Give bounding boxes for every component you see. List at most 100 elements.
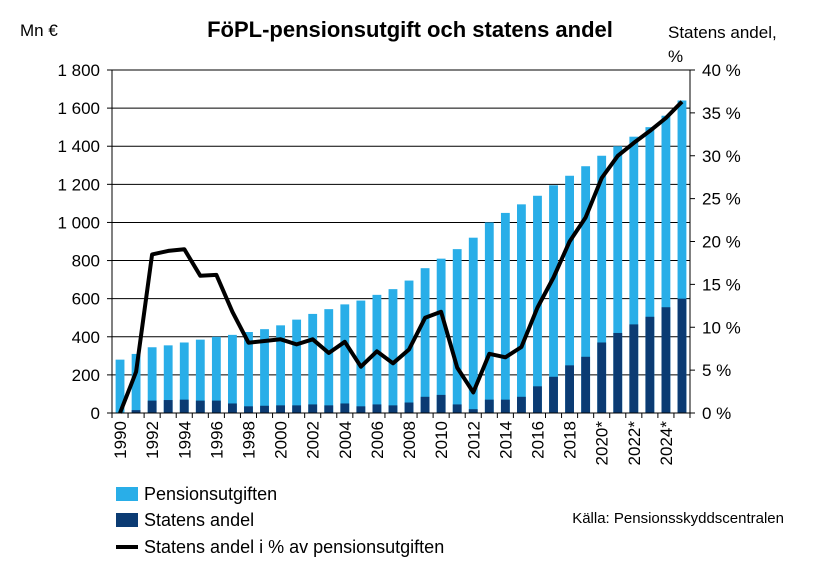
x-tick-label: 2014 xyxy=(496,421,515,459)
bar-pensionsutgiften xyxy=(179,342,189,413)
bar-pensionsutgiften xyxy=(340,304,350,413)
bar-statens-andel xyxy=(372,404,382,413)
right-axis-label-line1: Statens andel, xyxy=(668,23,777,42)
x-tick-label: 1998 xyxy=(239,421,258,459)
bar-statens-andel xyxy=(404,402,414,413)
axes xyxy=(107,69,695,418)
x-tick-label: 2004 xyxy=(336,421,355,459)
bar-pensionsutgiften xyxy=(565,175,574,413)
bar-pensionsutgiften xyxy=(356,300,366,413)
bar-pensionsutgiften xyxy=(420,268,430,413)
left-tick-label: 1 800 xyxy=(57,61,100,80)
gridlines xyxy=(112,69,690,376)
x-tick-label: 2008 xyxy=(400,421,419,459)
bar-pensionsutgiften xyxy=(613,146,623,413)
bar-statens-andel xyxy=(581,356,591,413)
bar-statens-andel xyxy=(436,394,446,413)
left-tick-label: 1 200 xyxy=(57,175,100,194)
bar-pensionsutgiften xyxy=(276,325,285,413)
bar-statens-andel xyxy=(163,400,173,413)
bar-statens-andel xyxy=(468,409,478,413)
bar-pensionsutgiften xyxy=(549,185,558,413)
bar-pensionsutgiften xyxy=(468,237,478,413)
bar-statens-andel xyxy=(292,405,302,413)
left-tick-label: 1 000 xyxy=(57,213,100,232)
legend-label-pensionsutgiften: Pensionsutgiften xyxy=(144,484,277,504)
bar-pensionsutgiften xyxy=(597,155,607,413)
x-tick-label: 1996 xyxy=(207,421,226,459)
bar-statens-andel xyxy=(533,386,542,413)
x-tick-label: 2010 xyxy=(432,421,451,459)
right-tick-label: 35 % xyxy=(702,104,741,123)
right-tick-label: 0 % xyxy=(702,404,731,423)
bar-statens-andel xyxy=(260,405,269,413)
x-tick-label: 2000 xyxy=(272,421,291,459)
legend-swatch-pensionsutgiften xyxy=(116,487,138,501)
bar-pensionsutgiften xyxy=(115,359,125,413)
bar-pensionsutgiften xyxy=(131,353,141,413)
left-tick-label: 1 600 xyxy=(57,99,100,118)
right-tick-label: 5 % xyxy=(702,361,731,380)
x-tick-label: 2012 xyxy=(464,421,483,459)
left-tick-label: 1 400 xyxy=(57,137,100,156)
bar-pensionsutgiften xyxy=(517,204,526,413)
bar-pensionsutgiften xyxy=(147,347,157,413)
bar-statens-andel xyxy=(324,405,334,413)
bar-pensionsutgiften xyxy=(228,334,237,413)
left-tick-label: 200 xyxy=(72,366,100,385)
bar-statens-andel xyxy=(677,298,687,413)
right-tick-label: 25 % xyxy=(702,190,741,209)
left-tick-labels: 1 800 1 600 1 400 1 200 1 000 800 600 400 200 0 xyxy=(57,61,100,423)
bar-pensionsutgiften xyxy=(484,222,494,413)
bar-pensionsutgiften xyxy=(677,100,687,413)
bar-pensionsutgiften xyxy=(195,339,205,413)
bar-pensionsutgiften xyxy=(308,313,318,413)
share-line xyxy=(118,100,684,414)
bar-statens-andel xyxy=(211,400,221,413)
bar-statens-andel xyxy=(228,403,237,413)
bar-statens-andel xyxy=(613,332,623,413)
bar-statens-andel xyxy=(500,399,510,413)
bar-statens-andel xyxy=(517,396,526,413)
bar-statens-andel xyxy=(565,365,574,413)
bar-pensionsutgiften xyxy=(661,115,671,413)
bar-pensionsutgiften xyxy=(500,212,510,413)
left-tick-label: 600 xyxy=(72,290,100,309)
left-axis-label: Mn € xyxy=(20,21,58,40)
legend-label-statens-andel: Statens andel xyxy=(144,510,254,530)
bar-pensionsutgiften xyxy=(581,166,591,413)
x-tick-label: 1990 xyxy=(111,421,130,459)
bar-statens-andel xyxy=(308,404,318,413)
left-tick-label: 400 xyxy=(72,328,100,347)
right-tick-labels: 40 % 35 % 30 % 25 % 20 % 15 % 10 % 5 % 0 % xyxy=(702,61,741,423)
right-tick-label: 15 % xyxy=(702,275,741,294)
x-tick-labels: 1990 1992 1994 1996 1998 2000 2002 2004 2006 2008… xyxy=(111,421,676,466)
bar-pensionsutgiften xyxy=(436,258,446,413)
x-tick-label: 2016 xyxy=(528,421,547,459)
right-tick-label: 40 % xyxy=(702,61,741,80)
bar-pensionsutgiften xyxy=(292,319,302,413)
bar-statens-andel xyxy=(195,400,205,413)
bar-statens-andel xyxy=(131,410,141,413)
x-tick-label: 2002 xyxy=(304,421,323,459)
bar-pensionsutgiften xyxy=(324,309,334,413)
bar-statens-andel xyxy=(244,406,253,413)
bar-pensionsutgiften xyxy=(452,249,462,413)
bar-statens-andel xyxy=(549,376,558,413)
bar-statens-andel xyxy=(356,406,366,413)
line-statens-andel-procent xyxy=(118,100,684,414)
x-tick-label: 1994 xyxy=(175,421,194,459)
legend-label-share-line: Statens andel i % av pensionsutgiften xyxy=(144,537,444,557)
right-axis-label-line2: % xyxy=(668,47,683,66)
bar-statens-andel xyxy=(388,405,398,413)
bar-pensionsutgiften xyxy=(388,289,398,413)
bar-statens-andel xyxy=(340,403,350,413)
right-tick-label: 10 % xyxy=(702,318,741,337)
legend-swatch-statens-andel xyxy=(116,513,138,527)
source-note: Källa: Pensionsskyddscentralen xyxy=(572,510,784,527)
bar-statens-andel xyxy=(484,399,494,413)
right-tick-label: 20 % xyxy=(702,233,741,252)
bar-pensionsutgiften xyxy=(163,345,173,413)
x-tick-label: 2006 xyxy=(368,421,387,459)
